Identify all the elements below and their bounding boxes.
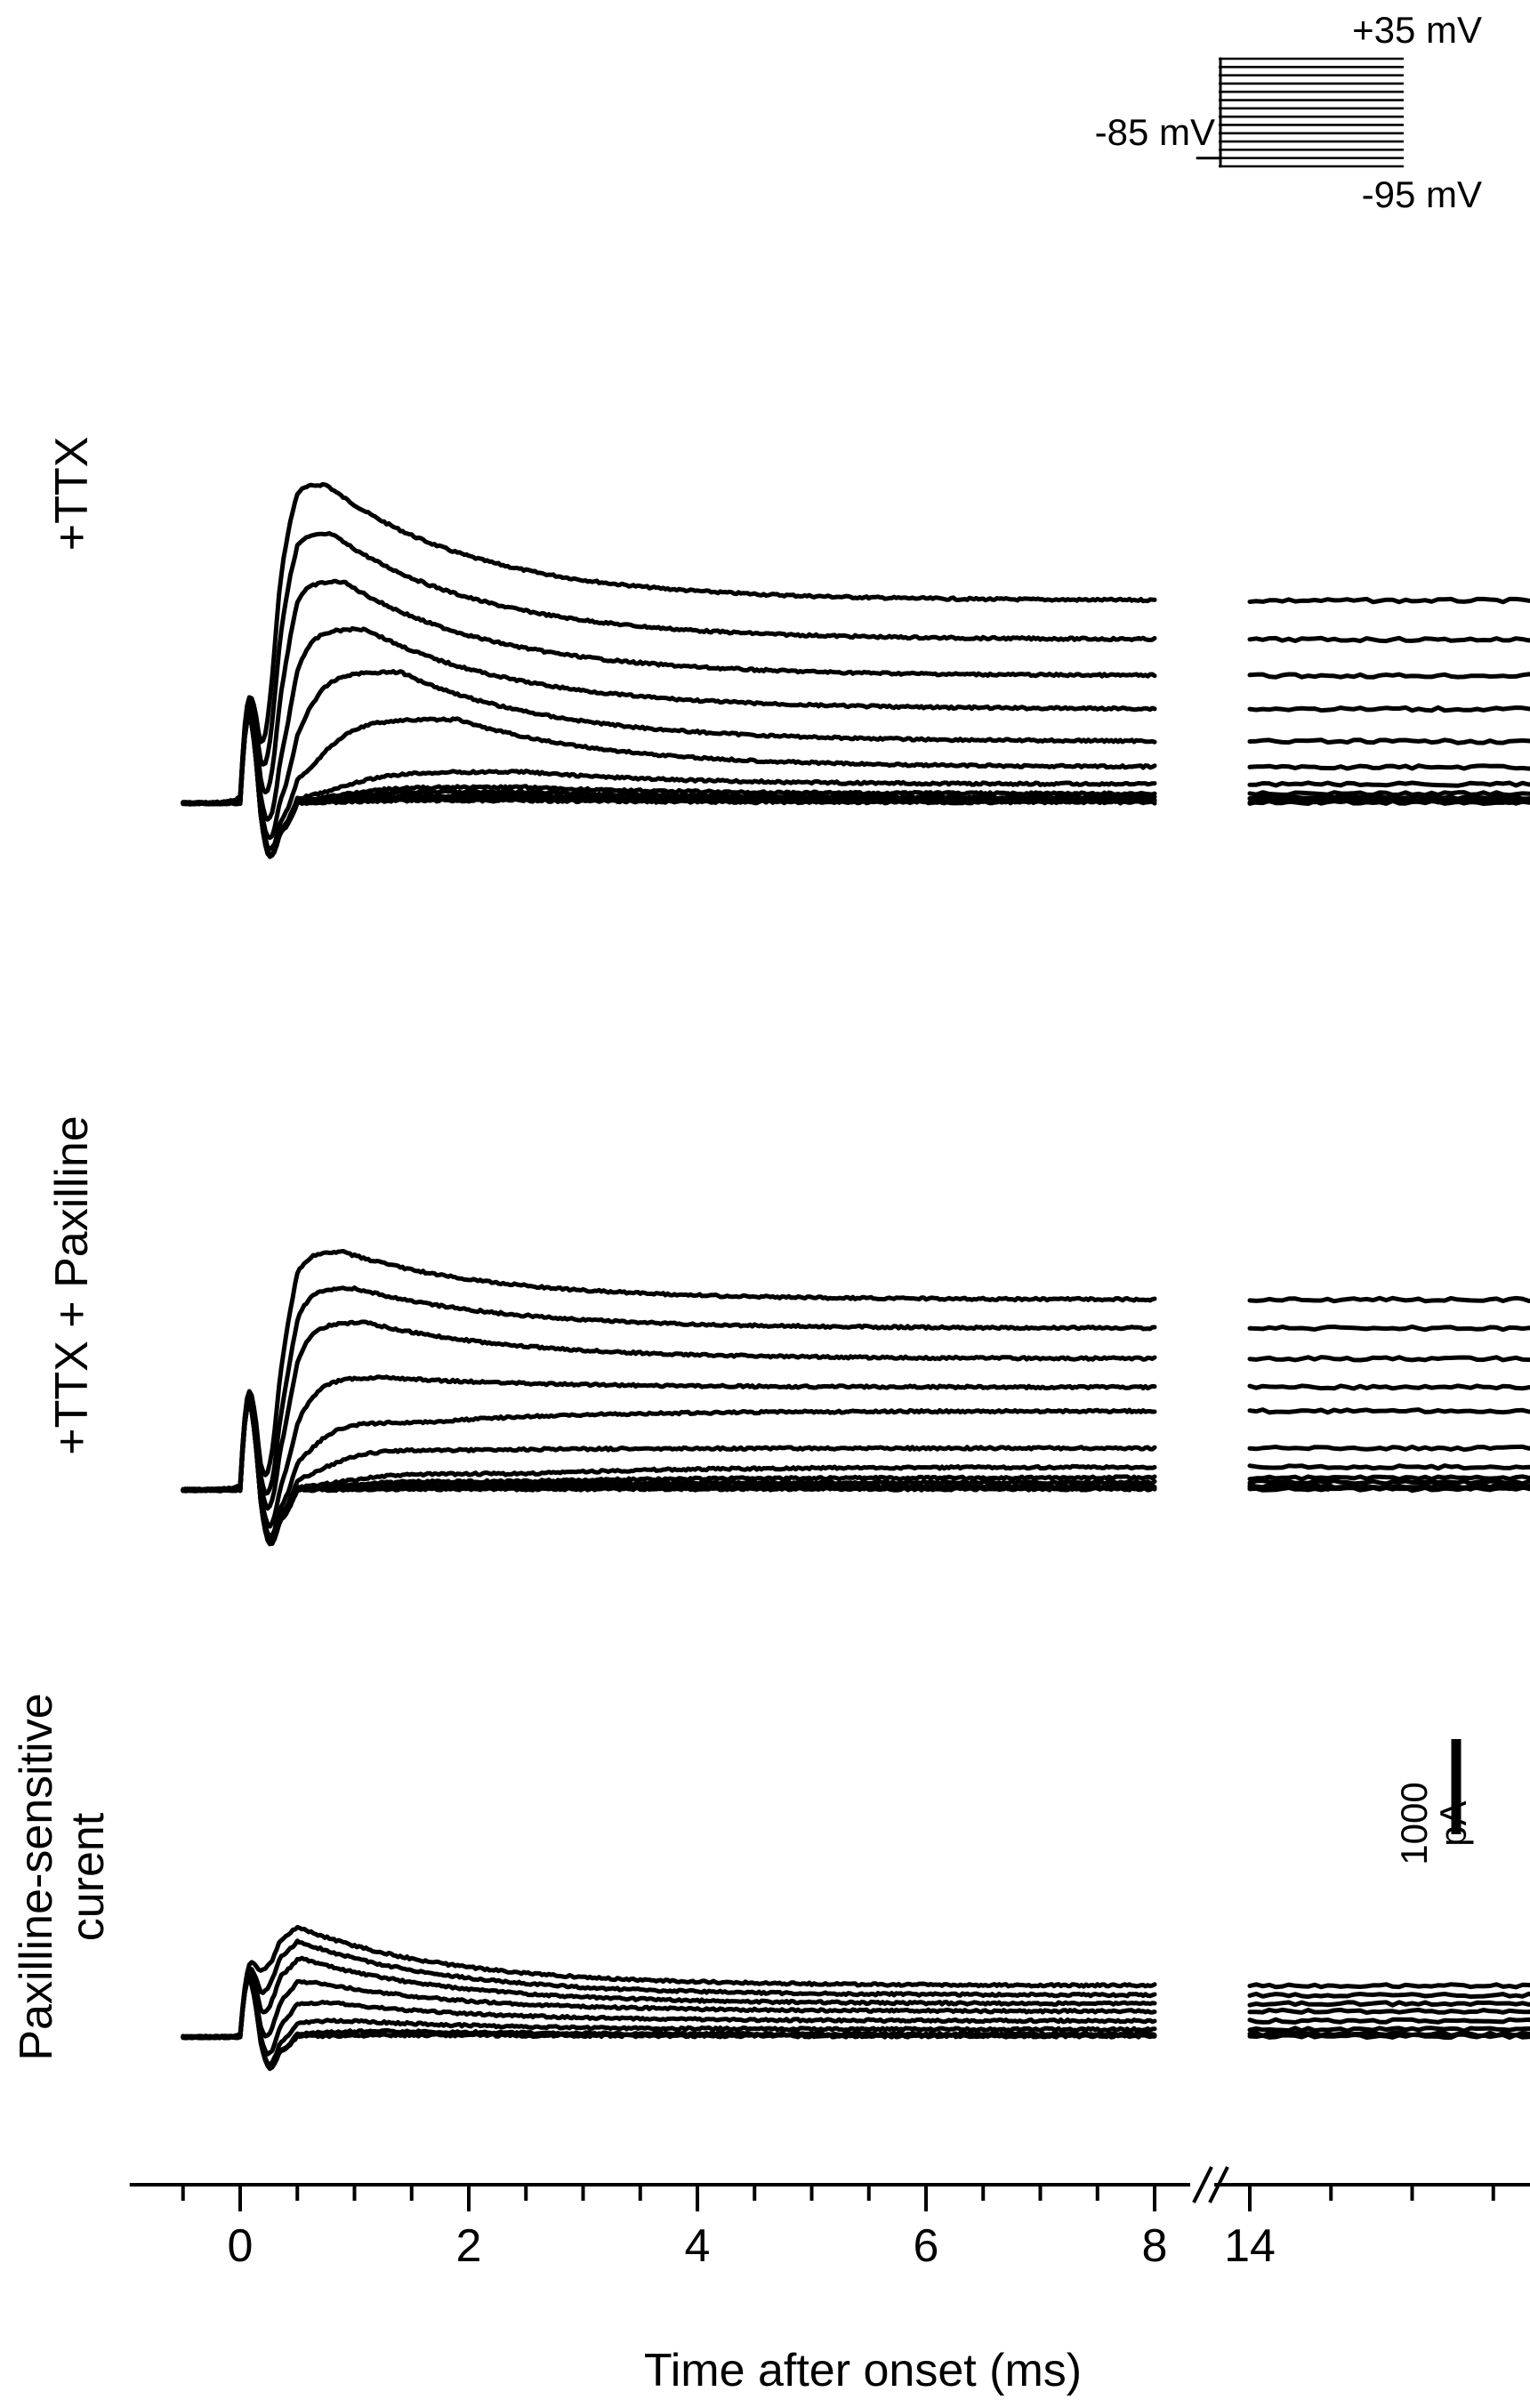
current-trace — [181, 1398, 1157, 1538]
current-trace-late — [1247, 2025, 1530, 2034]
current-trace-late — [1247, 2032, 1530, 2041]
current-trace — [181, 713, 1157, 851]
current-trace-late — [1247, 2000, 1530, 2008]
protocol-holding-label: -85 mV — [1095, 111, 1215, 153]
current-trace-late — [1247, 1982, 1530, 1990]
current-trace-late — [1247, 596, 1530, 605]
current-trace-late — [1247, 1324, 1530, 1333]
current-trace — [181, 1974, 1157, 2057]
current-trace — [181, 1249, 1157, 1494]
current-trace-late — [1247, 1485, 1530, 1494]
current-trace — [181, 1401, 1157, 1543]
current-trace — [181, 1285, 1157, 1496]
panel-label-paxilline-sensitive: Paxilline-sensitive curent — [11, 1693, 114, 2060]
current-trace — [181, 1955, 1157, 2041]
current-trace-late — [1247, 1407, 1530, 1415]
current-trace — [181, 1400, 1157, 1544]
current-trace — [181, 714, 1157, 858]
current-trace — [181, 1402, 1157, 1546]
current-trace — [181, 1972, 1157, 2041]
current-trace-late — [1247, 790, 1530, 798]
current-trace-late — [1247, 705, 1530, 713]
panel-label-ttx: +TTX — [46, 437, 98, 552]
current-trace — [181, 713, 1157, 858]
current-trace — [181, 1938, 1157, 2041]
panel-label-ttx-paxilline: +TTX + Paxilline — [46, 1115, 98, 1455]
voltage-protocol-inset: +35 mV -85 mV -95 mV — [1095, 9, 1482, 215]
current-trace — [181, 1402, 1157, 1546]
scale-bar: 1000 pA — [1393, 1739, 1474, 1865]
current-trace-late — [1247, 1444, 1530, 1453]
current-trace-late — [1247, 1478, 1530, 1486]
current-trace — [181, 531, 1157, 807]
current-trace-late — [1247, 763, 1530, 771]
protocol-top-label: +35 mV — [1352, 9, 1482, 51]
current-trace — [181, 1977, 1157, 2067]
current-trace — [181, 1402, 1157, 1547]
panel-label-line-2: curent — [62, 1812, 114, 1941]
scale-bar-value: 1000 — [1393, 1782, 1435, 1864]
current-trace — [181, 626, 1157, 822]
current-trace — [181, 669, 1157, 841]
current-trace-late — [1247, 635, 1530, 644]
current-trace — [181, 1977, 1157, 2072]
current-trace-late — [1247, 737, 1530, 745]
panel-label-line-1: Paxilline-sensitive — [11, 1693, 62, 2060]
x-tick-label: 8 — [1142, 2220, 1168, 2272]
current-trace — [181, 713, 1157, 858]
current-trace — [181, 1925, 1157, 2041]
current-trace — [181, 1401, 1157, 1546]
x-tick-label: 4 — [685, 2220, 711, 2272]
x-tick-label: 0 — [228, 2220, 254, 2272]
x-tick-label: 14 — [1224, 2220, 1276, 2272]
axis-break-mark — [1208, 2166, 1229, 2203]
current-trace — [181, 482, 1157, 807]
scale-bar-unit: pA — [1432, 1800, 1474, 1846]
current-trace — [181, 1402, 1157, 1546]
current-trace-late — [1247, 1383, 1530, 1391]
current-trace — [181, 578, 1157, 807]
current-trace-late — [1247, 1355, 1530, 1363]
current-trace-late — [1247, 1463, 1530, 1471]
protocol-step-lines — [1219, 57, 1404, 168]
current-trace-late — [1247, 780, 1530, 788]
current-trace — [181, 1374, 1157, 1529]
x-axis: 024681416 — [129, 2166, 1530, 2272]
protocol-bottom-label: -95 mV — [1362, 173, 1482, 215]
current-traces — [181, 482, 1530, 2072]
current-trace-late — [1247, 1991, 1530, 2000]
current-trace-late — [1247, 1474, 1530, 1482]
current-trace-late — [1247, 2017, 1530, 2025]
current-trace-late — [1247, 2007, 1530, 2016]
x-tick-label: 2 — [456, 2220, 482, 2272]
x-tick-label: 6 — [914, 2220, 939, 2272]
x-axis-title: Time after onset (ms) — [644, 2345, 1082, 2396]
current-trace — [181, 1319, 1157, 1511]
current-trace-late — [1247, 1295, 1530, 1304]
axis-break-mark — [1192, 2166, 1213, 2203]
current-trace-late — [1247, 672, 1530, 680]
current-trace-late — [1247, 798, 1530, 806]
